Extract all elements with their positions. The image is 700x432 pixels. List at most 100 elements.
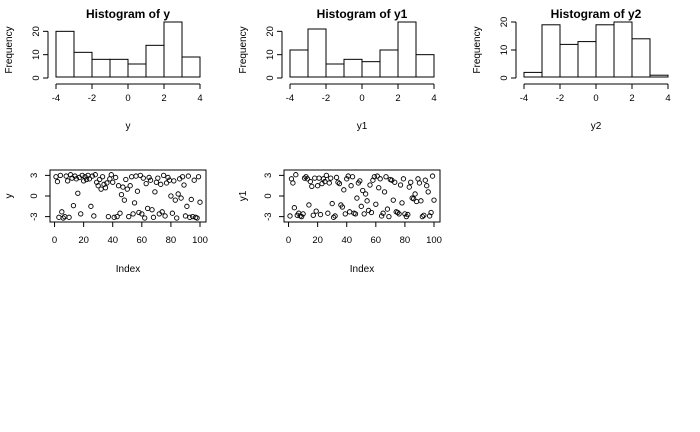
histogram-bar [523, 71, 543, 78]
x-axis-label: y2 [591, 121, 602, 132]
scatter-point [314, 183, 321, 189]
histogram-y1-panel: Histogram of y1 -4 -2 0 2 4 y1 0 10 20 Frequency [238, 7, 437, 132]
scatter-point [158, 181, 164, 187]
y-tick-label: 20 [31, 26, 42, 37]
histogram-y2-panel: Histogram of y2 -4 -2 0 2 4 y2 0 10 20 Frequency [472, 7, 671, 132]
x-tick-label: 2 [395, 93, 400, 104]
scatter-point [147, 177, 154, 183]
scatter-point [357, 178, 363, 184]
histogram-bar [595, 24, 615, 78]
scatter-point [412, 191, 418, 197]
scatter-point [95, 183, 101, 189]
scatter-point [112, 174, 119, 181]
scatter-point [114, 213, 120, 220]
x-tick-label: 60 [371, 235, 382, 246]
scatter-point [342, 211, 348, 217]
scatter-point [313, 208, 319, 214]
scatter-point [310, 212, 316, 218]
scatter-point [408, 179, 414, 185]
x-tick-label: -4 [286, 93, 294, 104]
scatter-point [152, 189, 158, 195]
scatter-point [98, 186, 104, 192]
scatter-point [182, 213, 189, 219]
scatter-point [298, 213, 305, 220]
scatter-point [371, 174, 378, 180]
scatter-point [349, 174, 356, 180]
scatter-point [70, 202, 77, 209]
scatter-point [73, 176, 80, 182]
scatter-point [143, 180, 149, 187]
scatter-point [92, 172, 98, 178]
histogram-bar [181, 56, 201, 78]
scatter-point [146, 174, 152, 181]
x-tick-label: -4 [52, 93, 60, 104]
x-axis-label: y [126, 121, 131, 132]
scatter-point [329, 200, 335, 207]
histogram-bar [631, 38, 651, 78]
scatter-point [140, 175, 146, 181]
x-tick-label: 60 [137, 235, 148, 246]
scatter-point [320, 176, 327, 182]
scatter-point [376, 185, 382, 191]
x-tick-label: -2 [322, 93, 330, 104]
scatter-point [421, 212, 427, 218]
scatter-point [172, 197, 178, 203]
scatter-point [428, 209, 434, 216]
histogram-bar [379, 49, 399, 78]
scatter-point [330, 214, 337, 220]
scatter-point [380, 210, 386, 216]
histogram-bar [91, 58, 111, 78]
scatter-point [63, 173, 69, 179]
scatter-point [126, 213, 132, 220]
scatter-point [323, 172, 330, 179]
x-tick-label: 4 [197, 93, 202, 104]
x-tick-label: 0 [286, 235, 291, 246]
scatter-point [290, 180, 296, 186]
scatter-point [195, 174, 202, 180]
x-tick-label: 80 [400, 235, 411, 246]
x-tick-label: -4 [520, 93, 528, 104]
scatter-point [187, 214, 193, 220]
scatter-point [424, 183, 430, 189]
x-tick-label: 2 [629, 93, 634, 104]
scatter-point [293, 172, 299, 178]
scatter-point [287, 213, 293, 219]
histogram-bar [163, 21, 183, 78]
scatter-point [159, 209, 165, 215]
scatter-point [130, 211, 136, 217]
scatter-point [57, 172, 64, 179]
histogram-bar [55, 30, 75, 78]
x-tick-label: 80 [166, 235, 177, 246]
scatter-point [174, 215, 180, 221]
y-axis-label: Frequency [238, 26, 249, 73]
scatter-point [335, 179, 341, 185]
histogram-bar [559, 43, 579, 78]
scatter-point [386, 213, 392, 220]
x-tick-label: -2 [556, 93, 564, 104]
scatter-point [405, 211, 411, 218]
scatter-y-index-panel: 0 20 40 60 80 100 Index -3 0 3 y [4, 169, 208, 275]
x-tick-label: 0 [359, 93, 364, 104]
scatter-point [56, 214, 62, 220]
scatter-point [301, 175, 308, 181]
scatter-point [121, 197, 128, 203]
scatter-point [150, 214, 157, 220]
scatter-point [431, 197, 437, 203]
x-tick-label: 100 [426, 235, 442, 246]
scatter-point [422, 177, 428, 183]
x-tick-label: 20 [312, 235, 323, 246]
x-tick-label: 0 [125, 93, 130, 104]
scatter-point [339, 204, 346, 210]
histogram-bar [415, 54, 435, 78]
scatter-point [374, 173, 380, 179]
histogram-y-panel: Histogram of y -4 -2 0 2 4 y 0 10 20 Frequency [4, 7, 203, 132]
scatter-point [326, 180, 332, 186]
scatter-point [413, 198, 420, 205]
scatter-point [348, 183, 354, 189]
scatter-point [300, 211, 306, 217]
scatter-point [86, 176, 93, 182]
scatter-point [117, 210, 123, 216]
scatter-point [66, 214, 72, 220]
x-axis-label: Index [350, 264, 374, 275]
